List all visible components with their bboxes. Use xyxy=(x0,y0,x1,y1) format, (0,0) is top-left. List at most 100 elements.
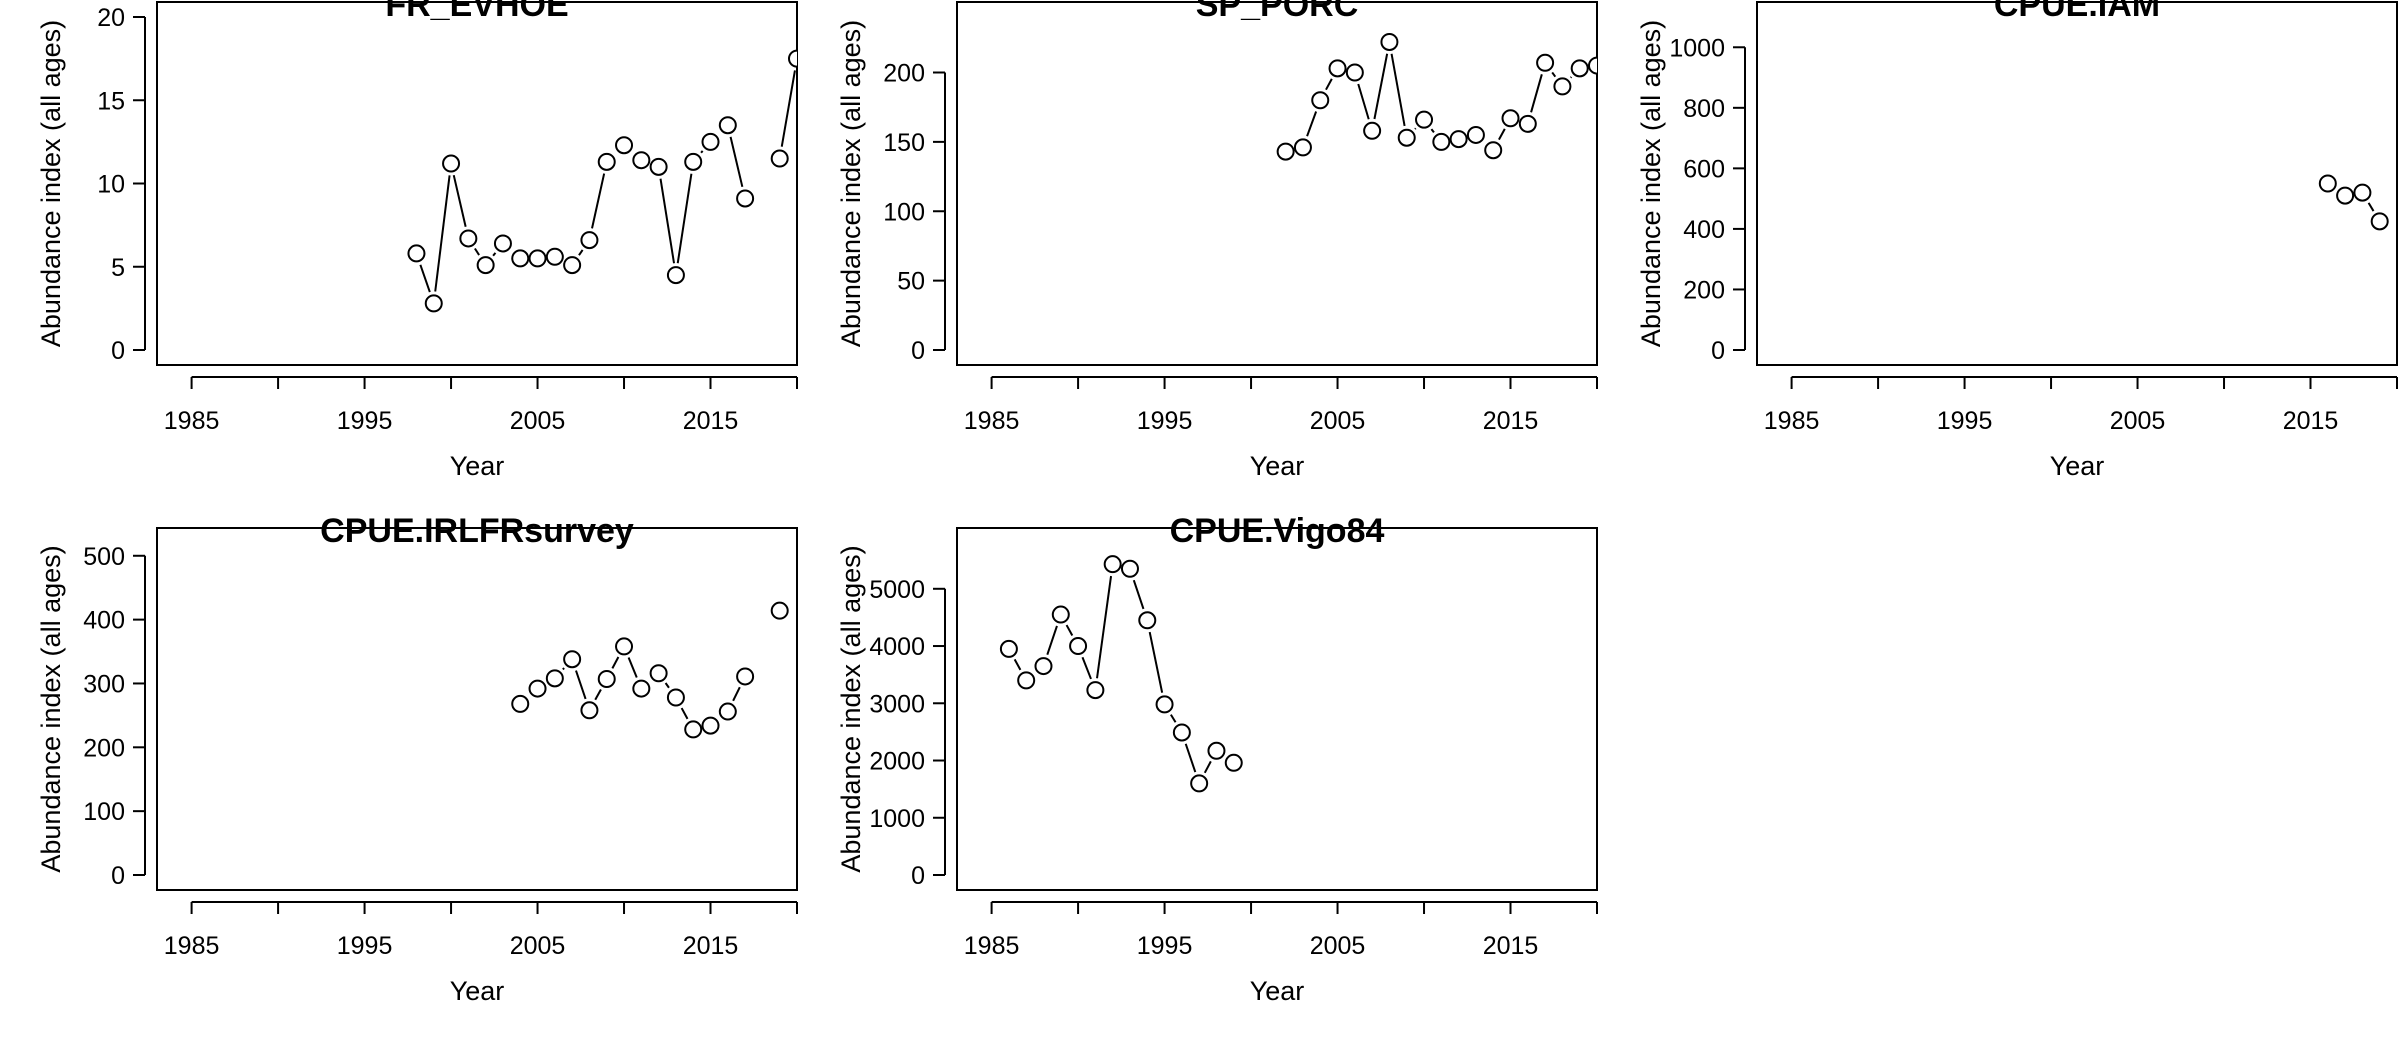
data-series xyxy=(2318,174,2389,231)
series-segment xyxy=(2367,202,2375,212)
data-series xyxy=(1276,32,1597,161)
y-tick-label: 3000 xyxy=(869,690,925,718)
data-point xyxy=(770,149,789,168)
y-tick-label: 50 xyxy=(897,268,925,296)
y-axis-label: Abundance index (all ages) xyxy=(836,545,866,872)
y-tick-label: 600 xyxy=(1683,155,1725,183)
x-tick-label: 1995 xyxy=(337,932,393,960)
data-point xyxy=(1293,138,1312,157)
data-point xyxy=(1276,142,1295,161)
plot-box xyxy=(1756,1,2398,366)
data-point xyxy=(511,694,530,713)
series-segment xyxy=(732,686,741,702)
data-point xyxy=(1397,128,1416,147)
series-segment xyxy=(1569,76,1573,79)
x-tick-label: 2015 xyxy=(2283,407,2339,435)
data-point xyxy=(1190,774,1209,793)
series-segment xyxy=(729,136,744,188)
data-point xyxy=(1518,114,1537,133)
x-tick-label: 2005 xyxy=(510,407,566,435)
y-tick-label: 0 xyxy=(111,862,125,890)
series-segment xyxy=(1132,579,1145,610)
y-tick-label: 1000 xyxy=(1669,34,1725,62)
x-tick-label: 1995 xyxy=(1137,407,1193,435)
data-point xyxy=(666,688,685,707)
data-point xyxy=(2336,186,2355,205)
series-segment xyxy=(1170,714,1177,723)
y-tick-label: 300 xyxy=(83,670,125,698)
y-tick-label: 800 xyxy=(1683,95,1725,123)
data-point xyxy=(1536,53,1555,72)
data-point xyxy=(1501,109,1520,128)
panel-1: 1985 1995 2005 2015 0 5 10 15 20 Year Abundance in… xyxy=(36,0,798,481)
data-point xyxy=(1034,657,1053,676)
data-point xyxy=(1311,91,1330,110)
x-tick-label: 2015 xyxy=(683,932,739,960)
x-tick-label: 1985 xyxy=(964,932,1020,960)
data-point xyxy=(563,256,582,275)
x-axis-label: Year xyxy=(2050,451,2105,481)
data-point xyxy=(736,189,755,208)
data-series xyxy=(999,555,1243,793)
series-segment xyxy=(676,173,693,264)
y-tick-label: 200 xyxy=(883,60,925,88)
data-point xyxy=(407,244,426,263)
data-point xyxy=(770,601,789,620)
y-axis-label: Abundance index (all ages) xyxy=(1636,20,1666,347)
data-point xyxy=(1138,611,1157,630)
x-tick-label: 1995 xyxy=(337,407,393,435)
y-tick-label: 0 xyxy=(1711,337,1725,365)
y-tick-label: 100 xyxy=(883,198,925,226)
y-tick-label: 400 xyxy=(83,607,125,635)
series-segment xyxy=(1203,760,1212,774)
data-point xyxy=(1086,681,1105,700)
x-tick-label: 1995 xyxy=(1937,407,1993,435)
data-point xyxy=(528,679,547,698)
data-point xyxy=(580,701,599,720)
data-point xyxy=(649,664,668,683)
series-segment xyxy=(594,689,602,701)
panel-3: 1985 1995 2005 2015 0 200 400 600 800 1000 Year Abu… xyxy=(1636,0,2398,481)
data-point xyxy=(736,667,755,686)
x-tick-label: 2005 xyxy=(1310,407,1366,435)
data-point xyxy=(1120,559,1139,578)
series-segment xyxy=(474,247,480,256)
x-axis-label: Year xyxy=(450,976,505,1006)
chart-title: CPUE.Vigo84 xyxy=(1170,512,1385,550)
y-tick-label: 15 xyxy=(97,87,125,115)
data-point xyxy=(1570,59,1589,78)
data-point xyxy=(1155,695,1174,714)
series-segment xyxy=(1551,71,1557,78)
data-point xyxy=(1345,63,1364,82)
y-tick-label: 500 xyxy=(83,543,125,571)
data-point xyxy=(999,639,1018,658)
y-axis-label: Abundance index (all ages) xyxy=(836,20,866,347)
series-segment xyxy=(611,656,620,669)
series-segment xyxy=(1430,128,1435,134)
y-tick-label: 400 xyxy=(1683,216,1725,244)
data-point xyxy=(1380,32,1399,51)
series-segment xyxy=(419,264,431,293)
series-segment xyxy=(700,150,704,154)
series-segment xyxy=(1184,743,1197,773)
x-axis-label: Year xyxy=(1250,451,1305,481)
data-point xyxy=(788,49,797,68)
y-tick-label: 5 xyxy=(111,254,125,282)
data-point xyxy=(1207,741,1226,760)
y-tick-label: 5000 xyxy=(869,576,925,604)
data-point xyxy=(684,152,703,171)
panel-4: 1985 1995 2005 2015 0 100 200 300 400 500 Year Abun… xyxy=(36,512,798,1006)
data-point xyxy=(1103,555,1122,574)
series-segment xyxy=(452,174,467,227)
x-tick-label: 2015 xyxy=(1483,407,1539,435)
data-point xyxy=(1172,723,1191,742)
x-tick-label: 2005 xyxy=(2110,407,2166,435)
x-tick-label: 2015 xyxy=(1483,932,1539,960)
y-tick-label: 0 xyxy=(111,337,125,365)
x-tick-label: 2005 xyxy=(1310,932,1366,960)
series-segment xyxy=(1306,111,1318,137)
data-series xyxy=(407,49,797,313)
data-point xyxy=(649,157,668,176)
series-segment xyxy=(1498,128,1506,141)
